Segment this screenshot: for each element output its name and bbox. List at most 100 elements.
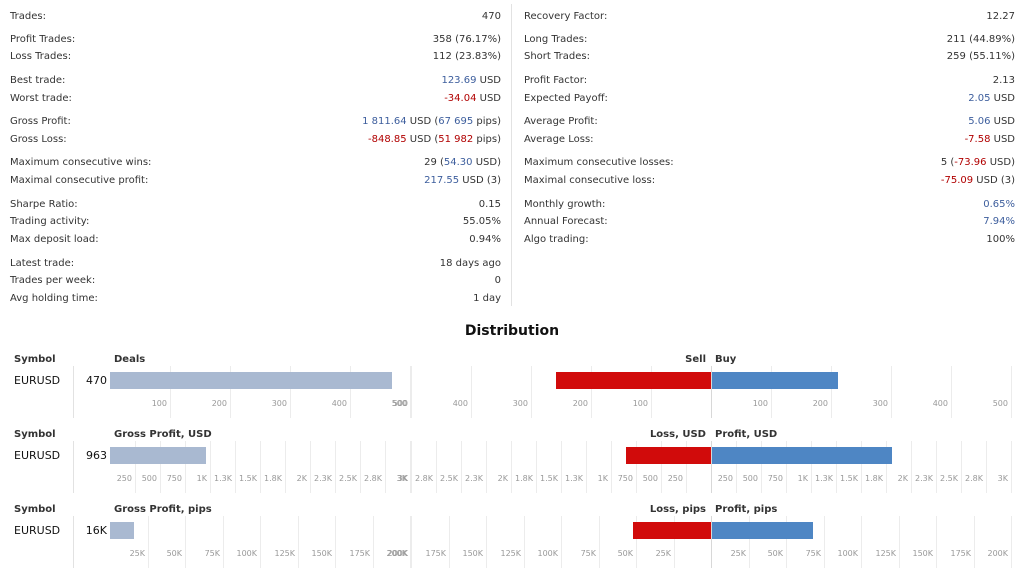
tick-label: 500 [392,399,408,408]
stat-value-part: 29 ( [424,157,444,168]
tick-label: 1.8K [515,474,533,483]
grid-line [148,516,149,568]
distribution-section: Symbol Deals Sell Buy EURUSD 470 100 200 300 400 5… [0,354,1024,424]
grid-line [185,441,186,493]
stat-value: 55.05% [463,213,501,230]
main-header: Deals [114,354,146,365]
stat-value-part: 0.15 [478,199,501,210]
tick-label: 1.5K [239,474,257,483]
symbol-name: EURUSD [14,449,61,462]
stat-value: 217.55 USD (3) [424,172,501,189]
stat-value-part: USD (3) [973,175,1015,186]
center-axis [711,441,712,493]
tick-label: 2K [296,474,307,483]
total-bar [110,522,134,539]
stat-value-part: 0.94% [469,234,501,245]
tick-label: 1K [597,474,608,483]
stat-row: Profit Trades: 358 (76.17%) [10,31,501,48]
grid-line [285,441,286,493]
distribution-title: Distribution [464,323,560,339]
stat-value-part: USD [476,93,501,104]
stat-row: Algo trading: 100% [524,231,1015,248]
tick-label: 200 [812,399,828,408]
grid-line [599,516,600,568]
tick-label: 25K [655,549,671,558]
tick-label: 100K [236,549,257,558]
stat-value-part: USD) [986,157,1015,168]
grid-line [824,516,825,568]
tick-label: 1.3K [214,474,232,483]
stat-value-part: -7.58 [964,134,991,145]
grid-line [170,366,171,418]
tick-label: 125K [875,549,896,558]
tick-label: 500 [642,474,658,483]
stat-value-part: 55.05% [462,216,501,227]
tick-label: 50K [767,549,783,558]
stat-value: -7.58 USD [965,131,1015,148]
center-axis [711,366,712,418]
tick-label: 200K [987,549,1008,558]
grid-line [811,441,812,493]
tick-label: 250 [116,474,132,483]
stat-value: 470 [482,8,501,25]
stat-value-part: -73.96 [954,157,987,168]
symbol-header: Symbol [14,354,56,365]
grid-line [561,441,562,493]
grid-line [936,441,937,493]
total-bar [110,447,207,464]
symbol-header: Symbol [14,504,56,515]
grid-line [674,516,675,568]
stat-value-part: 2.05 [968,93,991,104]
grid-line [891,366,892,418]
stat-value-part: -848.85 [367,134,407,145]
positive-bar [711,522,813,539]
tick-label: 1K [196,474,207,483]
stat-value-part: USD) [472,157,501,168]
stat-row: Trades: 470 [10,8,501,25]
grid-line [335,516,336,568]
stat-value-part: USD ( [406,134,439,145]
stat-value: 123.69 USD [441,72,501,89]
positive-header: Profit, USD [715,429,778,440]
stat-value: 211 (44.89%) [947,31,1015,48]
stat-label: Loss Trades: [10,51,72,62]
tick-label: 2.5K [339,474,357,483]
tick-label: 500 [141,474,157,483]
stat-value-part: 54.30 [443,157,473,168]
tick-label: 250 [667,474,683,483]
grid-line [511,441,512,493]
stat-value-part: 7.94% [983,216,1015,227]
stat-value-part: 470 [481,11,501,22]
stat-value: 5.06 USD [968,113,1015,130]
stat-row: Best trade: 123.69 USD [10,72,501,89]
stat-value-part: USD [476,75,501,86]
tick-label: 2.5K [940,474,958,483]
grid-line [749,516,750,568]
stat-value: 2.05 USD [968,90,1015,107]
stat-row: Trading activity: 55.05% [10,213,501,230]
stat-value-part: 1 811.64 [362,116,407,127]
tick-label: 2.8K [364,474,382,483]
tick-label: 100 [151,399,167,408]
tick-label: 500 [391,399,407,408]
grid-line [410,516,411,568]
grid-line [636,516,637,568]
tick-label: 200K [386,549,407,558]
tick-label: 1K [797,474,808,483]
stat-label: Gross Loss: [10,134,67,145]
grid-line [385,441,386,493]
stat-value: 112 (23.83%) [433,48,501,65]
stat-row: Avg holding time: 1 day [10,290,501,307]
stat-value-part: USD [990,93,1015,104]
stat-row: Maximum consecutive wins: 29 (54.30 USD) [10,154,501,171]
stat-value-part: 358 (76.17%) [432,34,501,45]
tick-label: 1.8K [865,474,883,483]
tick-label: 25K [730,549,746,558]
grid-line [298,516,299,568]
stat-value: 7.94% [983,213,1015,230]
tick-label: 300 [512,399,528,408]
grid-line [1011,516,1012,568]
symbol-divider [73,441,74,493]
grid-line [486,441,487,493]
stat-label: Trading activity: [10,216,90,227]
